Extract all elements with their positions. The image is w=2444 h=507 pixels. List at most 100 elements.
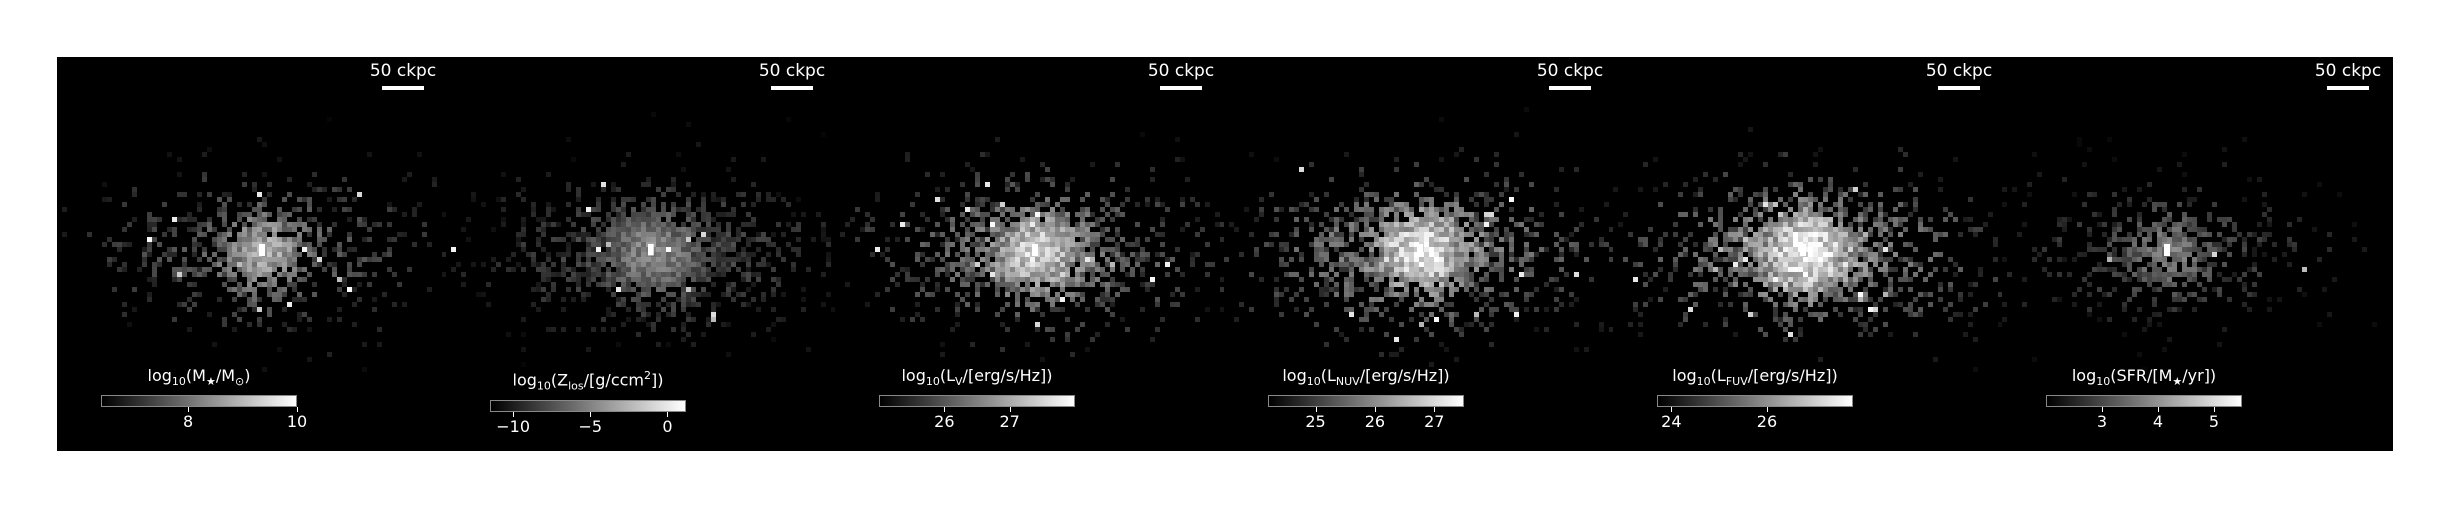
scale-bar: 50 ckpc [1924,61,1994,90]
colorbar-tick-mark [2158,407,2159,413]
scale-bar-label: 50 ckpc [758,61,826,81]
colorbar-title-part: ) [244,366,251,385]
colorbar-ticks: 25 26 27 [1268,407,1464,432]
colorbar-tick-mark [188,407,190,413]
colorbar-title-part: ]) [651,370,664,390]
scale-bar-line [382,86,424,90]
colorbar-gradient [101,395,297,408]
colorbar-tick-mark [944,407,946,413]
colorbar-tick-mark [1009,407,1011,413]
colorbar-title-part: ★ [205,375,216,389]
map-panel-v-band: 50 ckpc log10(LV/[erg/s/Hz]) 26 27 [835,57,1224,451]
colorbar-ticks: −10 −5 0 [490,411,686,436]
colorbar-title-part: /yr]) [2182,366,2217,385]
colorbar-title-part: /[g/ccm [583,370,644,390]
colorbar-title-part: log [1282,366,1307,385]
colorbar-title-part: los [568,379,584,393]
colorbar-title-part: 10 [536,379,551,393]
scale-bar-line [1160,86,1202,90]
colorbar-title-part: /M [215,366,236,385]
colorbar-tick-mark [2102,407,2103,413]
scale-bar-label: 50 ckpc [1925,61,1993,81]
colorbar-title-part: log [512,370,537,390]
colorbar-title: log10(LV/[erg/s/Hz]) [879,367,1075,391]
colorbar-tick-label: 27 [999,412,1020,432]
colorbar-tick-label: 27 [1424,412,1445,432]
scale-bar: 50 ckpc [2313,61,2383,90]
colorbar-title-part: (SFR/[M [2110,366,2173,385]
colorbar-tick-label: 10 [286,412,308,432]
scale-bar-label: 50 ckpc [2314,61,2382,81]
colorbar-title-part: 10 [1696,375,1711,389]
colorbar-tick-label: 26 [1756,412,1778,432]
colorbar-gradient [490,399,686,412]
colorbar-title-part: 10 [2096,375,2111,389]
colorbar-tick-mark [1315,407,1317,413]
colorbar-tick-label: 26 [1364,412,1386,432]
colorbar-tick-label: 5 [2208,412,2220,432]
scale-bar: 50 ckpc [1146,61,1216,90]
colorbar-title-part: (L [1710,366,1726,385]
colorbar-title-part: V [955,375,963,389]
map-panel-nuv: 50 ckpc log10(LNUV/[erg/s/Hz]) 25 26 27 [1224,57,1613,451]
colorbar-tick-mark [667,411,669,417]
pixel-map-nuv [1224,57,1613,451]
colorbar-title-part: log [901,366,926,385]
pixel-map-v-band [835,57,1224,451]
scale-bar-label: 50 ckpc [369,61,437,81]
colorbar-title-part: log [1672,366,1697,385]
colorbar-fuv: log10(LFUV/[erg/s/Hz]) 24 26 [1657,367,1853,432]
colorbar-gradient [879,395,1075,408]
colorbar-title-part: (Z [550,370,569,390]
map-panel-stellar-mass: 50 ckpc log10(M★/M⊙) 8 10 [57,57,446,451]
colorbar-tick-label: −5 [578,416,603,436]
pixel-map-metallicity [446,57,835,451]
scale-bar: 50 ckpc [368,61,438,90]
colorbar-title: log10(M★/M⊙) [101,367,297,391]
colorbar-nuv: log10(LNUV/[erg/s/Hz]) 25 26 27 [1268,367,1464,432]
colorbar-title-part: log [2071,366,2097,385]
pixel-map-fuv [1613,57,2002,451]
colorbar-stellar-mass: log10(M★/M⊙) 8 10 [101,367,307,430]
map-panel-fuv: 50 ckpc log10(LFUV/[erg/s/Hz]) 24 26 [1613,57,2002,451]
colorbar-tick-label: 0 [662,416,673,436]
colorbar-title-part: 2 [644,369,651,382]
colorbar-title: log10(LFUV/[erg/s/Hz]) [1657,367,1853,391]
scale-bar-label: 50 ckpc [1147,61,1215,81]
colorbar-title: log10(Zlos/[g/ccm2]) [490,367,686,396]
colorbar-tick-label: −10 [496,416,531,436]
colorbar-title-part: 10 [1306,375,1321,389]
colorbar-gradient [1657,395,1853,408]
map-panel-metallicity: 50 ckpc log10(Zlos/[g/ccm2]) −10 −5 0 [446,57,835,451]
scale-bar-line [1938,86,1980,90]
galaxy-map-strip: 50 ckpc log10(M★/M⊙) 8 10 50 ckpc log10(Zlos/… [57,57,2393,451]
colorbar-tick-mark [1766,407,1768,413]
colorbar-title-part: ⊙ [235,375,245,389]
colorbar-title-part: /[erg/s/Hz]) [1359,366,1450,385]
pixel-map-stellar-mass [57,57,446,451]
colorbar-tick-label: 25 [1305,412,1326,432]
colorbar-tick-label: 3 [2096,412,2108,432]
colorbar-title-part: /[erg/s/Hz]) [1747,366,1838,385]
colorbar-title: log10(SFR/[M★/yr]) [2046,367,2242,391]
colorbar-tick-mark [513,411,515,417]
colorbar-title-part: FUV [1725,375,1748,389]
colorbar-title-part: (M [185,366,206,385]
colorbar-title-part: NUV [1335,375,1360,389]
colorbar-title: log10(LNUV/[erg/s/Hz]) [1268,367,1464,391]
colorbar-title-part: 10 [925,375,940,389]
map-panel-sfr: 50 ckpc log10(SFR/[M★/yr]) 3 4 5 [2002,57,2391,451]
colorbar-gradient [1268,395,1464,408]
colorbar-ticks: 8 10 [101,407,307,430]
scale-bar-line [771,86,813,90]
scale-bar: 50 ckpc [757,61,827,90]
colorbar-title-part: 10 [171,375,186,389]
colorbar-tick-mark [1374,407,1376,413]
scale-bar-line [2327,86,2369,90]
colorbar-tick-mark [2214,407,2215,413]
scale-bar-label: 50 ckpc [1536,61,1604,81]
colorbar-sfr: log10(SFR/[M★/yr]) 3 4 5 [2046,367,2242,432]
colorbar-title-part: log [147,366,172,385]
colorbar-tick-mark [1434,407,1436,413]
colorbar-title-part: (L [939,366,956,385]
